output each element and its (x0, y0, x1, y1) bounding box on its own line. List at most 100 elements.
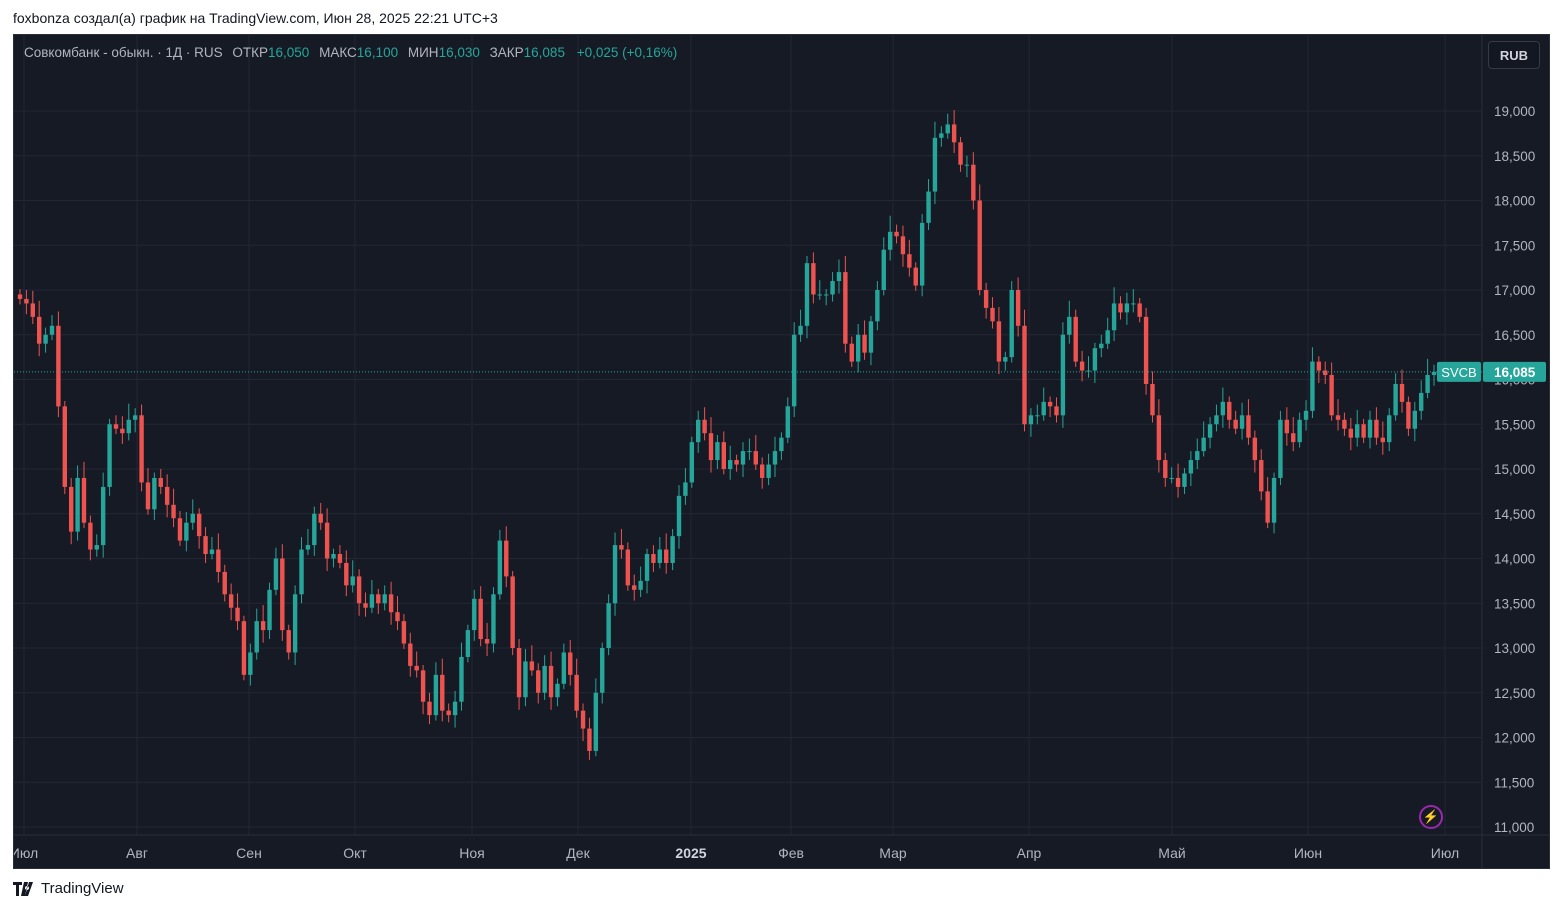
candle-body (1316, 361, 1322, 371)
candle-body (388, 594, 394, 613)
x-tick-label: Ноя (459, 845, 484, 861)
candle-body (1374, 419, 1379, 438)
tradingview-logo-icon (13, 881, 33, 896)
candle-body (1015, 290, 1021, 326)
candle-body (1022, 325, 1027, 425)
candle-body (1201, 437, 1206, 452)
candle-body (1239, 415, 1245, 429)
candle-body (113, 424, 119, 429)
change-value: +0,025 (+0,16%) (576, 45, 678, 60)
candle-body (887, 231, 893, 250)
candle-body (823, 294, 829, 296)
candle-body (158, 477, 163, 487)
candle-body (440, 674, 445, 711)
chart-panel[interactable]: 19,000 18,500 18,000 17,500 17,000 16,500 16,0… (13, 34, 1550, 869)
candle-body (1284, 419, 1290, 434)
candle-body (881, 249, 886, 290)
currency-button[interactable]: RUB (1488, 41, 1540, 69)
candle-body (593, 692, 599, 751)
candle-body (254, 621, 259, 653)
candle-body (798, 325, 803, 335)
candle-body (587, 728, 592, 751)
symbol-tag (1437, 361, 1481, 382)
candle-body (529, 661, 535, 671)
candle-body (248, 652, 253, 675)
candle-body (900, 236, 906, 255)
candle-body (644, 554, 650, 581)
candle-body (849, 343, 854, 362)
candle-body (1086, 370, 1091, 372)
candle-body (363, 603, 368, 608)
candle-body (580, 710, 586, 729)
chart-attribution: foxbonza создал(а) график на TradingView… (13, 10, 498, 26)
candle-body (747, 451, 752, 453)
x-tick-label: Фев (778, 845, 804, 861)
candle-body (926, 191, 931, 223)
y-tick-label: 15,000 (1494, 462, 1535, 477)
candle-body (324, 522, 330, 559)
candle-body (574, 674, 579, 711)
low-label: МИН (407, 45, 439, 60)
x-tick-label: Июн (1294, 845, 1322, 861)
candle-body (68, 486, 74, 532)
candle-body (1099, 343, 1104, 349)
y-tick-label: 12,000 (1494, 731, 1535, 746)
candle-body (542, 665, 547, 693)
candle-body (382, 594, 387, 604)
candle-body (1079, 361, 1085, 371)
candle-body (1035, 415, 1040, 417)
candle-body (395, 612, 400, 622)
candle-body (779, 437, 784, 452)
candle-body (299, 549, 304, 595)
x-tick-label: Авг (126, 845, 148, 861)
candle-body (504, 540, 509, 577)
candle-body (1207, 424, 1213, 438)
candle-body (696, 419, 701, 443)
candle-body (152, 477, 157, 510)
y-tick-label: 13,500 (1494, 596, 1535, 611)
price-tag (1483, 361, 1546, 382)
candle-body (273, 558, 279, 590)
candle-body (1431, 371, 1437, 376)
candle-body (772, 451, 778, 465)
candle-body (1220, 401, 1226, 416)
y-tick-label: 19,000 (1494, 104, 1535, 119)
candle-body (759, 464, 765, 478)
candle-body (791, 334, 797, 407)
candle-body (376, 594, 381, 604)
symbol-title: Совкомбанк - обыкн. · 1Д · RUS (24, 45, 223, 60)
candle-body (1175, 477, 1181, 487)
candle-body (1009, 290, 1014, 358)
candle-body (1310, 361, 1315, 411)
candle-body (964, 164, 970, 166)
candle-body (17, 294, 23, 299)
candle-body (1118, 303, 1123, 313)
candle-body (1297, 419, 1302, 443)
y-tick-label: 12,500 (1494, 686, 1535, 701)
candle-body (1163, 460, 1168, 478)
candlestick-chart[interactable]: 19,000 18,500 18,000 17,500 17,000 16,500 16,0… (14, 35, 1549, 868)
lightning-icon[interactable]: ⚡ (1419, 805, 1443, 829)
price-tag-label: 16,085 (1494, 365, 1536, 380)
candle-body (408, 643, 413, 666)
low-value: 16,030 (438, 45, 480, 60)
candle-body (1265, 491, 1270, 523)
candle-body (734, 460, 739, 465)
candle-body (1124, 303, 1130, 313)
candle-body (241, 621, 247, 675)
x-tick-label: Май (1158, 845, 1185, 861)
candle-body (664, 549, 669, 563)
candle-body (177, 518, 183, 541)
candle-body (318, 513, 323, 523)
candle-body (843, 272, 848, 344)
candle-body (1425, 375, 1430, 393)
candle-body (369, 594, 375, 608)
candle-body (830, 281, 835, 295)
y-tick-label: 18,500 (1494, 149, 1535, 164)
candle-body (1233, 419, 1238, 429)
candle-body (331, 554, 336, 559)
candle-body (715, 442, 720, 461)
candle-body (619, 545, 624, 550)
candle-body (286, 630, 291, 653)
candle-body (568, 652, 573, 675)
